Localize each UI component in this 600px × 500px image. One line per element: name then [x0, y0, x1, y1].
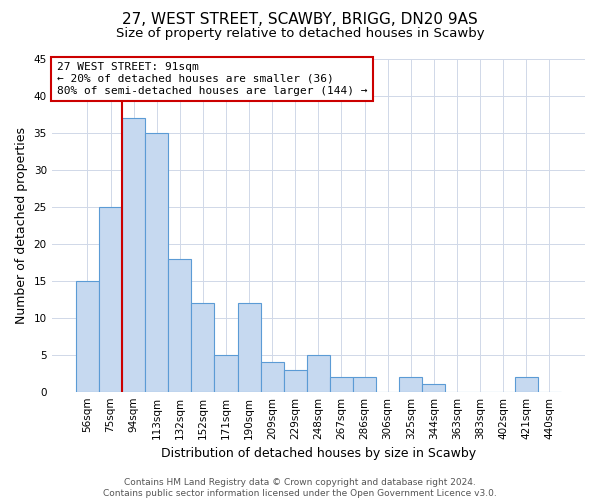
- Text: 27, WEST STREET, SCAWBY, BRIGG, DN20 9AS: 27, WEST STREET, SCAWBY, BRIGG, DN20 9AS: [122, 12, 478, 28]
- Bar: [238, 303, 260, 392]
- X-axis label: Distribution of detached houses by size in Scawby: Distribution of detached houses by size …: [161, 447, 476, 460]
- Text: 27 WEST STREET: 91sqm
← 20% of detached houses are smaller (36)
80% of semi-deta: 27 WEST STREET: 91sqm ← 20% of detached …: [57, 62, 367, 96]
- Bar: [307, 354, 330, 392]
- Bar: [76, 281, 99, 392]
- Text: Contains HM Land Registry data © Crown copyright and database right 2024.
Contai: Contains HM Land Registry data © Crown c…: [103, 478, 497, 498]
- Bar: [145, 133, 168, 392]
- Bar: [330, 377, 353, 392]
- Bar: [422, 384, 445, 392]
- Bar: [168, 258, 191, 392]
- Bar: [399, 377, 422, 392]
- Bar: [260, 362, 284, 392]
- Y-axis label: Number of detached properties: Number of detached properties: [15, 127, 28, 324]
- Bar: [515, 377, 538, 392]
- Bar: [122, 118, 145, 392]
- Bar: [191, 303, 214, 392]
- Bar: [284, 370, 307, 392]
- Text: Size of property relative to detached houses in Scawby: Size of property relative to detached ho…: [116, 28, 484, 40]
- Bar: [353, 377, 376, 392]
- Bar: [214, 354, 238, 392]
- Bar: [99, 207, 122, 392]
